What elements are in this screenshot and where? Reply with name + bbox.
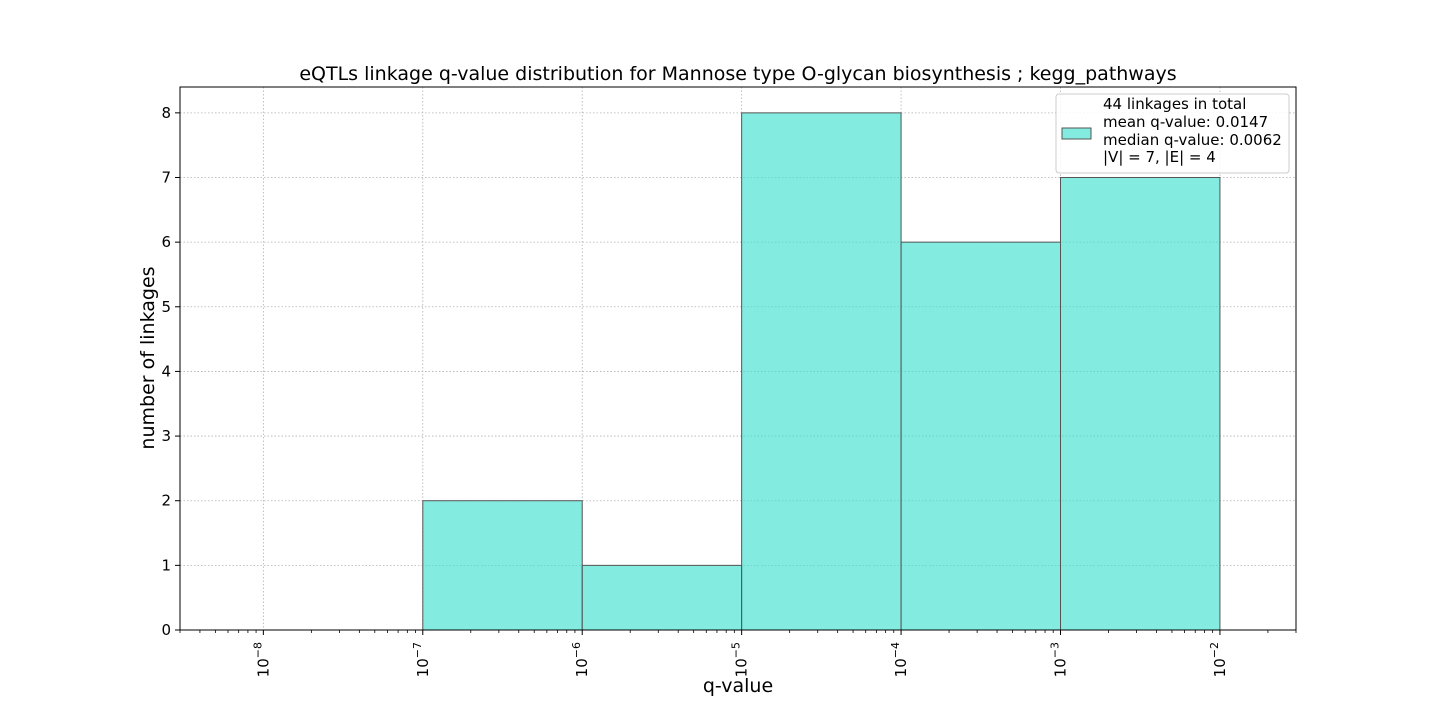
legend-line-total: 44 linkages in total: [1103, 95, 1246, 113]
y-tick-label: 5: [161, 298, 171, 316]
chart-title: eQTLs linkage q-value distribution for M…: [299, 63, 1176, 85]
y-axis-ticks: 0 1 2 3 4 5 6 7 8: [161, 104, 180, 639]
y-tick-label: 2: [161, 492, 171, 510]
bars: [422, 112, 1221, 631]
x-axis-ticks: 10−8 10−7 10−6 10−5 10−4 10−3 10−2: [179, 630, 1297, 677]
x-tick-label: 10−4: [889, 642, 910, 677]
x-tick-label: 10−8: [251, 642, 272, 677]
y-axis-label: number of linkages: [137, 266, 159, 449]
histogram-bar: [581, 564, 743, 631]
x-axis-label: q-value: [703, 675, 773, 697]
legend-box: [1055, 93, 1290, 174]
legend-line-mean: mean q-value: 0.0147: [1103, 113, 1268, 131]
y-tick-label: 3: [161, 427, 171, 445]
legend-line-graph-size: |V| = 7, |E| = 4: [1103, 148, 1216, 166]
x-tick-label: 10−2: [1208, 642, 1229, 677]
y-tick-label: 4: [161, 362, 171, 380]
x-tick-label: 10−7: [411, 642, 432, 677]
plot-frame: [179, 86, 1297, 631]
histogram-bar: [900, 241, 1062, 631]
histogram-bar: [1060, 177, 1221, 631]
legend-line-median: median q-value: 0.0062: [1103, 131, 1282, 149]
y-tick-label: 0: [161, 621, 171, 639]
legend: 44 linkages in total mean q-value: 0.014…: [1055, 93, 1290, 174]
histogram-bar: [741, 112, 902, 631]
x-tick-label: 10−5: [730, 642, 751, 677]
x-tick-label: 10−3: [1049, 642, 1070, 677]
legend-swatch: [1061, 127, 1092, 140]
histogram-bar: [422, 500, 583, 631]
y-tick-label: 6: [161, 233, 171, 251]
x-tick-label: 10−6: [570, 642, 591, 677]
y-tick-label: 1: [161, 556, 171, 574]
y-tick-label: 8: [161, 104, 171, 122]
y-tick-label: 7: [161, 169, 171, 187]
